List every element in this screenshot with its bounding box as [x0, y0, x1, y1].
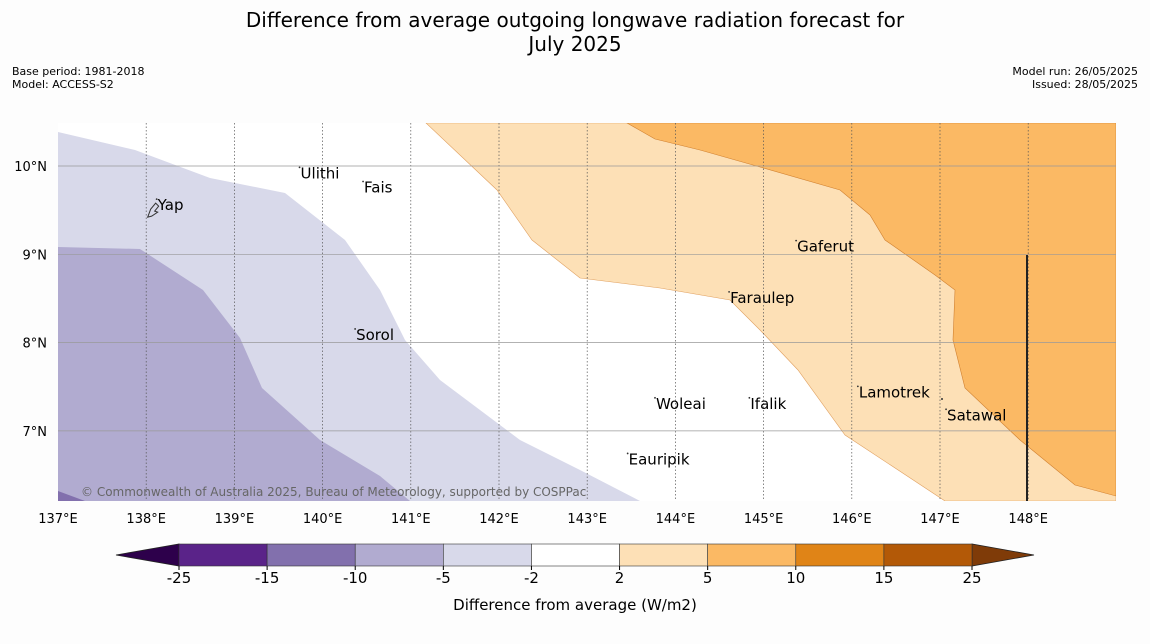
colorbar-tick-label: 10	[786, 569, 805, 587]
place-label: Fais	[364, 178, 393, 196]
colorbar-tick-label: 25	[962, 569, 981, 587]
lon-tick-label: 147°E	[920, 512, 960, 527]
lat-tick-label: 8°N	[23, 337, 48, 352]
colorbar-tick-label: -5	[436, 569, 451, 587]
lat-tick-label: 7°N	[23, 425, 48, 440]
model-run-text: Model run: 26/05/2025	[1012, 65, 1138, 78]
place-marker	[298, 166, 301, 169]
issued-text: Issued: 28/05/2025	[1031, 78, 1138, 91]
place-marker	[362, 180, 364, 183]
colorbar-tick-label: -25	[167, 569, 192, 587]
lon-tick-label: 140°E	[303, 512, 343, 527]
anomaly-region-mid-orange	[626, 123, 1116, 497]
place-label: Yap	[157, 196, 184, 214]
place-marker	[728, 290, 730, 293]
colorbar-segment	[266, 543, 356, 567]
colorbar-segment	[883, 543, 973, 567]
lon-tick-label: 141°E	[391, 512, 431, 527]
latitude-labels: 10°N 9°N 8°N 7°N	[14, 160, 47, 440]
lon-tick-label: 144°E	[656, 512, 696, 527]
lon-tick-label: 143°E	[567, 512, 607, 527]
place-label: Gaferut	[797, 238, 854, 256]
lon-tick-label: 142°E	[479, 512, 519, 527]
lon-tick-label: 137°E	[38, 512, 78, 527]
meta-left: Base period: 1981-2018 Model: ACCESS-S2	[12, 65, 144, 91]
place-marker	[856, 385, 859, 388]
place-label: Woleai	[656, 395, 706, 413]
map-title-line2: July 2025	[528, 32, 622, 56]
lon-tick-label: 145°E	[744, 512, 784, 527]
colorbar-label: Difference from average (W/m2)	[453, 596, 697, 614]
place-labels: Ulithi Fais Yap Gaferut Faraulep Sorol Lamotre…	[146, 164, 1006, 468]
place-marker	[945, 408, 947, 411]
colorbar-tick-label: -2	[524, 569, 539, 587]
place-marker	[354, 328, 357, 330]
place-label: Lamotrek	[859, 383, 930, 401]
place-label: Satawal	[947, 406, 1006, 424]
colorbar-segment	[619, 543, 708, 567]
place-label: Ulithi	[301, 164, 340, 182]
lon-tick-label: 146°E	[832, 512, 872, 527]
place-marker	[795, 239, 798, 242]
colorbar-segment	[531, 543, 620, 567]
colorbar-tick-label: 5	[703, 569, 713, 587]
colorbar-segment	[707, 543, 797, 567]
colorbar-tick-label: -10	[343, 569, 368, 587]
colorbar-tick-label: 2	[615, 569, 625, 587]
island-dot	[941, 398, 943, 400]
place-label: Faraulep	[730, 289, 794, 307]
map-title: Difference from average outgoing longwav…	[0, 8, 1150, 56]
lat-tick-label: 10°N	[14, 160, 47, 175]
island-outline	[146, 202, 160, 218]
gridlines	[58, 123, 1116, 501]
colorbar-tick-label: -15	[255, 569, 280, 587]
anomaly-region-dark-purple	[58, 491, 85, 501]
lat-tick-label: 9°N	[23, 248, 48, 263]
colorbar-segment	[178, 543, 268, 567]
colorbar-tick-label: 15	[874, 569, 893, 587]
lon-tick-label: 139°E	[215, 512, 255, 527]
colorbar-segment	[443, 543, 532, 567]
colorbar: -25 -15 -10 -5 -2 2 5 10 15 25	[115, 543, 1035, 587]
place-label: Sorol	[356, 326, 394, 344]
place-marker	[748, 396, 751, 399]
base-period-text: Base period: 1981-2018	[12, 65, 145, 78]
meta-right: Model run: 26/05/2025 Issued: 28/05/2025	[1012, 65, 1138, 91]
colorbar-under-arrow	[115, 543, 180, 567]
colorbar-over-arrow	[971, 543, 1035, 567]
colorbar-segment	[795, 543, 885, 567]
longitude-labels: 137°E 138°E 139°E 140°E 141°E 142°E 143°E 144°E…	[38, 512, 1048, 527]
lon-tick-label: 148°E	[1008, 512, 1048, 527]
anomaly-region-mid-purple	[58, 247, 410, 501]
colorbar-segment	[354, 543, 444, 567]
place-label: Eauripik	[629, 450, 690, 468]
place-marker	[626, 452, 629, 455]
lon-tick-label: 138°E	[126, 512, 166, 527]
model-text: Model: ACCESS-S2	[12, 78, 114, 91]
place-marker	[155, 198, 158, 201]
map-title-line1: Difference from average outgoing longwav…	[245, 8, 905, 32]
place-label: Ifalik	[750, 395, 786, 413]
copyright-text: © Commonwealth of Australia 2025, Bureau…	[81, 485, 586, 499]
place-marker	[654, 396, 656, 399]
